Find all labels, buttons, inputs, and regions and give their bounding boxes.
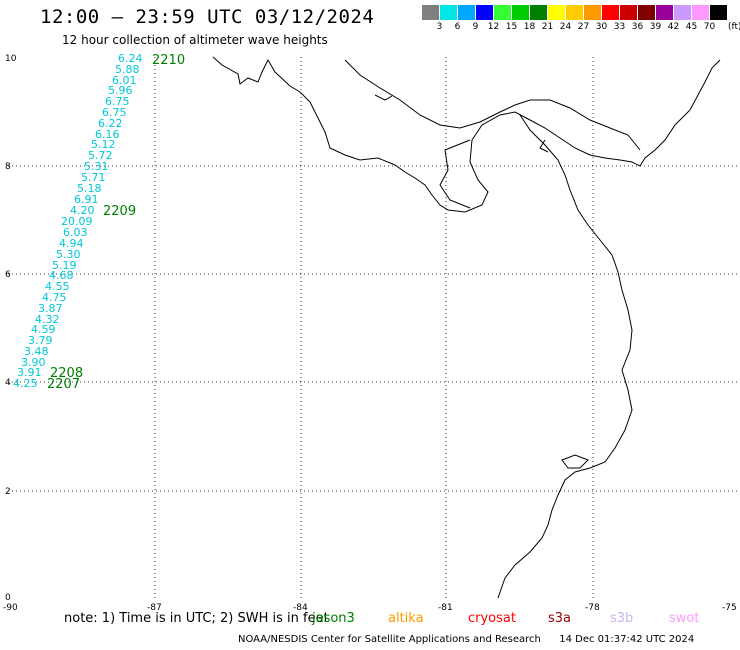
credit-timestamp: 14 Dec 01:37:42 UTC 2024 xyxy=(559,634,695,645)
legend-swatch xyxy=(656,5,673,20)
legend-swatch xyxy=(692,5,709,20)
legend-label: 36 xyxy=(631,22,644,32)
wave-height-value: 3.90 xyxy=(21,356,46,369)
wave-height-value: 3.79 xyxy=(28,334,53,347)
credit-line: NOAA/NESDIS Center for Satellite Applica… xyxy=(238,634,694,645)
wave-height-value: 6.03 xyxy=(63,226,88,239)
legend-label: 39 xyxy=(649,22,662,32)
time-label: 2209 xyxy=(103,204,136,219)
legend-swatch xyxy=(710,5,727,20)
legend-swatch xyxy=(566,5,583,20)
y-tick-label: 4 xyxy=(5,378,11,388)
wave-height-value: 4.59 xyxy=(31,323,56,336)
legend-label: 21 xyxy=(541,22,554,32)
legend-label: 3 xyxy=(436,22,443,32)
legend-label: 9 xyxy=(472,22,479,32)
time-labels: 2210 2209 2208 2207 xyxy=(47,53,185,392)
satellite-label-swot: swot xyxy=(669,611,700,626)
legend-swatch xyxy=(476,5,493,20)
legend-swatch xyxy=(494,5,511,20)
wave-height-value: 4.32 xyxy=(35,313,60,326)
wave-height-value: 5.96 xyxy=(108,84,133,97)
legend-swatch xyxy=(638,5,655,20)
legend-swatch xyxy=(548,5,565,20)
y-tick-label: 0 xyxy=(5,593,11,603)
wave-height-value: 6.91 xyxy=(74,193,99,206)
wave-height-value: 5.88 xyxy=(115,63,140,76)
x-tick-label: -75 xyxy=(722,603,737,613)
wave-height-value: 3.48 xyxy=(24,345,49,358)
wave-height-value: 6.22 xyxy=(98,117,123,130)
legend-label: 27 xyxy=(577,22,590,32)
legend-label: 6 xyxy=(454,22,461,32)
legend-label: 15 xyxy=(505,22,518,32)
note-text: note: 1) Time is in UTC; 2) SWH is in fe… xyxy=(64,611,329,626)
x-tick-label: -90 xyxy=(3,603,18,613)
wave-height-value: 6.16 xyxy=(95,128,120,141)
y-tick-label: 10 xyxy=(5,54,17,64)
wave-height-value: 6.75 xyxy=(105,95,130,108)
wave-height-value: 4.75 xyxy=(42,291,67,304)
wave-height-value: 6.24 xyxy=(118,52,143,65)
legend-unit: (ft) xyxy=(728,22,740,32)
legend-swatch xyxy=(422,5,439,20)
satellite-label-s3b: s3b xyxy=(610,611,634,626)
legend-label: 12 xyxy=(487,22,500,32)
x-tick-label: -81 xyxy=(438,603,453,613)
wave-height-value: 6.75 xyxy=(102,106,127,119)
time-label: 2207 xyxy=(47,377,80,392)
wave-height-value: 5.71 xyxy=(81,171,106,184)
legend-swatch xyxy=(674,5,691,20)
x-tick-label: -78 xyxy=(585,603,600,613)
legend-label: 33 xyxy=(613,22,626,32)
y-tick-label: 2 xyxy=(5,487,11,497)
time-label: 2208 xyxy=(50,366,83,381)
wave-height-value: 3.91 xyxy=(17,366,42,379)
satellite-label-altika: altika xyxy=(388,611,424,626)
wave-height-value: 4.68 xyxy=(49,269,74,282)
legend-swatch xyxy=(530,5,547,20)
legend-label: 70 xyxy=(703,22,716,32)
map-subtitle: 12 hour collection of altimeter wave hei… xyxy=(62,33,328,47)
grid-lines xyxy=(8,57,738,598)
legend-swatch xyxy=(602,5,619,20)
legend-label: 42 xyxy=(667,22,680,32)
legend-label: 24 xyxy=(559,22,572,32)
y-tick-label: 6 xyxy=(5,270,11,280)
wave-height-value: 3.87 xyxy=(38,302,63,315)
legend-swatch xyxy=(440,5,457,20)
satellite-label-cryosat: cryosat xyxy=(468,611,516,626)
wave-height-value: 5.72 xyxy=(88,149,113,162)
wave-height-value: 5.12 xyxy=(91,138,116,151)
legend-swatch xyxy=(458,5,475,20)
wave-height-value: 4.94 xyxy=(59,237,84,250)
legend-swatch xyxy=(584,5,601,20)
credit-agency: NOAA/NESDIS Center for Satellite Applica… xyxy=(238,634,541,645)
satellite-label-jason3: jason3 xyxy=(312,611,355,626)
legend-label: 45 xyxy=(685,22,698,32)
legend-label: 30 xyxy=(595,22,608,32)
wave-height-value: 4.20 xyxy=(70,204,95,217)
legend-swatch xyxy=(512,5,529,20)
x-tick-label: -87 xyxy=(147,603,162,613)
wave-height-value: 5.31 xyxy=(84,160,109,173)
wave-height-value: 5.18 xyxy=(77,182,102,195)
satellite-label-s3a: s3a xyxy=(548,611,572,626)
wave-height-value: 5.19 xyxy=(52,259,77,272)
wave-height-value: 4.25 xyxy=(13,377,38,390)
wave-height-value: 4.55 xyxy=(45,280,70,293)
wave-height-value: 5.30 xyxy=(56,248,81,261)
time-label: 2210 xyxy=(152,53,185,68)
coastline xyxy=(212,56,721,599)
wave-height-value: 20.09 xyxy=(61,215,93,228)
legend-swatch xyxy=(620,5,637,20)
map-title: 12:00 – 23:59 UTC 03/12/2024 xyxy=(40,6,375,28)
wave-height-value: 6.01 xyxy=(112,74,137,87)
y-tick-label: 8 xyxy=(5,162,11,172)
wave-height-track: 6.24 5.88 6.01 5.96 6.75 6.75 6.22 6.16 … xyxy=(13,52,143,390)
legend-label: 18 xyxy=(523,22,536,32)
x-tick-label: -84 xyxy=(293,603,308,613)
